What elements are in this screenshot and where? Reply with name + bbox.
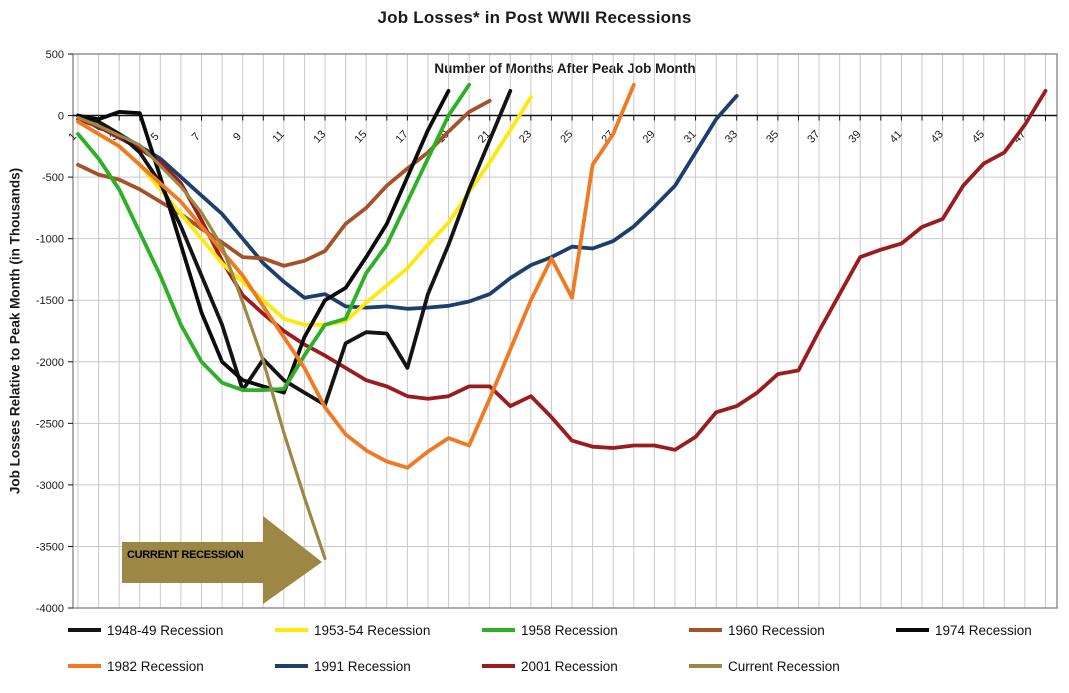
y-tick-label: -2000	[36, 357, 64, 369]
legend-swatch	[275, 664, 308, 668]
series-line-1958-recession	[76, 82, 472, 393]
series-line-1953-54-recession	[76, 95, 533, 327]
x-tick-label: 33	[723, 128, 740, 145]
legend-item: Current Recession	[689, 658, 896, 674]
x-tick-label: 31	[682, 128, 699, 145]
legend-swatch	[482, 664, 515, 668]
y-tick-label: 500	[46, 49, 64, 61]
legend-label: 2001 Recession	[521, 658, 618, 674]
series-line-1982-recession	[76, 82, 636, 470]
y-tick-label: -1000	[36, 234, 64, 246]
x-tick-label: 25	[558, 128, 575, 145]
legend-label: 1960 Recession	[728, 622, 825, 638]
current-recession-arrow	[122, 516, 322, 604]
y-tick-label: -1500	[36, 295, 64, 307]
series-line-2001-recession	[76, 89, 1048, 452]
series-line-current-recession	[76, 115, 327, 561]
x-tick-label: 45	[970, 128, 987, 145]
legend-label: 1982 Recession	[107, 658, 204, 674]
x-tick-label: 39	[846, 128, 863, 145]
legend-item: 1982 Recession	[68, 658, 275, 674]
x-tick-label: 17	[394, 128, 411, 145]
x-tick-label: 23	[517, 128, 534, 145]
x-tick-label: 15	[352, 128, 369, 145]
x-tick-label: 13	[311, 128, 328, 145]
y-tick-label: 0	[58, 111, 64, 123]
chart-plot-area: 1 3 5 7 9 11 13 15 17 19 21 23 25 27 29 31 33 35 37 39 41 43 4…	[36, 49, 1058, 613]
legend-swatch	[68, 664, 101, 668]
series-line-1991-recession	[76, 94, 739, 311]
series-line-1948-49-recession	[76, 89, 513, 407]
x-axis-title: Number of Months After Peak Job Month	[434, 61, 696, 76]
legend-swatch	[275, 628, 308, 632]
plot-border	[72, 53, 1058, 609]
x-tick-label: 11	[270, 129, 287, 146]
series-line-1974-recession	[76, 89, 451, 395]
y-tick-label: -500	[42, 172, 64, 184]
x-tick-label: 9	[231, 131, 244, 144]
legend-item: 1958 Recession	[482, 622, 689, 638]
legend-label: Current Recession	[728, 658, 840, 674]
legend-swatch	[68, 628, 101, 632]
x-tick-label: 41	[888, 128, 905, 145]
x-tick-label: 35	[764, 128, 781, 145]
legend-swatch	[689, 628, 722, 632]
legend-swatch	[482, 628, 515, 632]
chart-title: Job Losses* in Post WWII Recessions	[377, 8, 692, 27]
legend-label: 1958 Recession	[521, 622, 618, 638]
legend-swatch	[689, 664, 722, 668]
y-tick-label: -2500	[36, 418, 64, 430]
legend: 1948-49 Recession 1953-54 Recession 1958 R…	[68, 622, 1069, 674]
y-tick-label: -4000	[36, 603, 64, 613]
legend-item: 1991 Recession	[275, 658, 482, 674]
x-tick-label: 43	[929, 128, 946, 145]
x-tick-label: 7	[190, 131, 203, 144]
legend-label: 1948-49 Recession	[107, 622, 224, 638]
legend-label: 1974 Recession	[935, 622, 1032, 638]
legend-item: 1948-49 Recession	[68, 622, 275, 638]
x-tick-label: 37	[805, 128, 822, 145]
y-tick-label: -3500	[36, 541, 64, 553]
legend-item: 1960 Recession	[689, 622, 896, 638]
legend-swatch	[896, 628, 929, 632]
series-line-1960-recession	[76, 98, 492, 268]
legend-item: 1953-54 Recession	[275, 622, 482, 638]
legend-label: 1991 Recession	[314, 658, 411, 674]
legend-item: 1974 Recession	[896, 622, 1069, 638]
legend-label: 1953-54 Recession	[314, 622, 431, 638]
legend-item: 2001 Recession	[482, 658, 689, 674]
y-tick-label: -3000	[36, 480, 64, 492]
x-tick-label: 29	[641, 128, 658, 145]
current-recession-arrow-label: CURRENT RECESSION	[127, 549, 244, 561]
